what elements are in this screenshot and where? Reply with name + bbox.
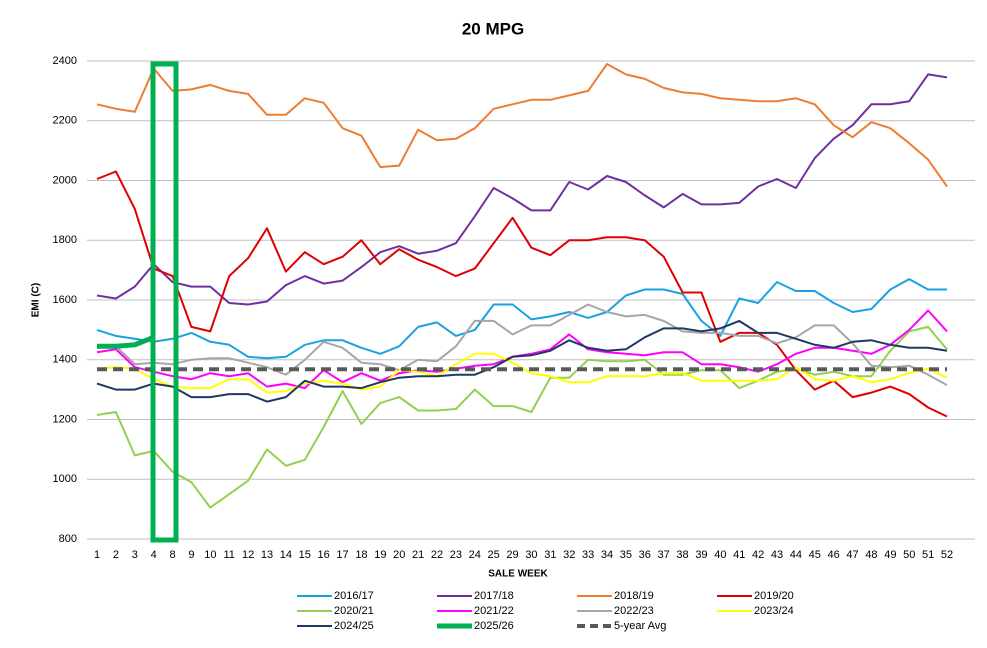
legend-label: 2020/21 [334,605,374,617]
x-tick-label: 32 [563,549,575,561]
x-tick-label: 44 [790,549,802,561]
x-tick-label: 18 [355,549,367,561]
legend-label: 5-year Avg [614,620,666,632]
x-tick-label: 41 [733,549,745,561]
legend-label: 2021/22 [474,605,514,617]
series-line [96,63,948,188]
plot-lines [96,63,948,509]
x-tick-label: 16 [318,549,330,561]
x-tick-label: 1 [94,549,100,561]
x-tick-label: 12 [242,549,254,561]
x-tick-label: 23 [450,549,462,561]
x-tick-label: 14 [280,549,292,561]
x-tick-label: 21 [412,549,424,561]
series-line [96,319,948,403]
y-tick-label: 1400 [53,354,77,366]
legend-label: 2017/18 [474,590,514,602]
x-tick-label: 19 [374,549,386,561]
x-tick-label: 29 [506,549,518,561]
y-tick-label: 1600 [53,294,77,306]
x-tick-label: 51 [922,549,934,561]
x-tick-label: 4 [151,549,157,561]
x-tick-label: 49 [884,549,896,561]
x-tick-label: 43 [771,549,783,561]
x-tick-label: 11 [224,549,235,561]
x-tick-label: 33 [582,549,594,561]
x-axis-title: SALE WEEK [488,569,548,580]
series-line [96,325,948,509]
y-tick-label: 2200 [53,115,77,127]
series-line [96,170,948,418]
series-line [96,73,948,306]
x-tick-label: 50 [903,549,915,561]
x-tick-label: 13 [261,549,273,561]
x-tick-label: 22 [431,549,443,561]
legend-label: 2022/23 [614,605,654,617]
y-tick-label: 2000 [53,174,77,186]
x-tick-label: 10 [204,549,216,561]
x-tick-label: 30 [525,549,537,561]
x-tick-label: 52 [941,549,953,561]
y-tick-label: 1800 [53,234,77,246]
series-line [96,303,948,386]
x-tick-label: 2 [113,549,119,561]
legend-label: 2023/24 [754,605,794,617]
x-tick-label: 47 [846,549,858,561]
x-tick-label: 9 [188,549,194,561]
y-axis-title: EMI (C) [31,283,42,317]
chart-title: 20 MPG [462,19,524,38]
x-tick-label: 38 [676,549,688,561]
legend: 2016/17 2017/18 2018/19 2019/20 2020/21 2021/… [297,590,794,632]
y-tick-label: 800 [59,533,77,545]
x-tick-label: 48 [865,549,877,561]
legend-label: 2018/19 [614,590,654,602]
x-tick-label: 34 [601,549,613,561]
y-tick-label: 1000 [53,473,77,485]
x-tick-label: 46 [828,549,840,561]
x-tick-label: 15 [299,549,311,561]
x-tick-label: 37 [658,549,670,561]
legend-label: 2024/25 [334,620,374,632]
x-tick-label: 36 [639,549,651,561]
x-tick-label: 25 [488,549,500,561]
x-tick-label: 31 [544,549,556,561]
x-tick-label: 8 [169,549,175,561]
x-tick-label: 42 [752,549,764,561]
x-tick-label: 45 [809,549,821,561]
x-tick-label: 17 [336,549,348,561]
x-tick-label: 3 [132,549,138,561]
legend-label: 2019/20 [754,590,794,602]
legend-label: 2025/26 [474,620,514,632]
x-tick-label: 40 [714,549,726,561]
series-line [97,334,155,349]
y-tick-label: 2400 [53,55,77,67]
series-line [96,278,947,360]
x-tick-label: 24 [469,549,481,561]
x-tick-label: 35 [620,549,632,561]
legend-label: 2016/17 [334,590,374,602]
y-tick-label: 1200 [53,413,77,425]
x-tick-label: 20 [393,549,405,561]
x-tick-label: 39 [695,549,707,561]
highlight-box [150,61,179,543]
